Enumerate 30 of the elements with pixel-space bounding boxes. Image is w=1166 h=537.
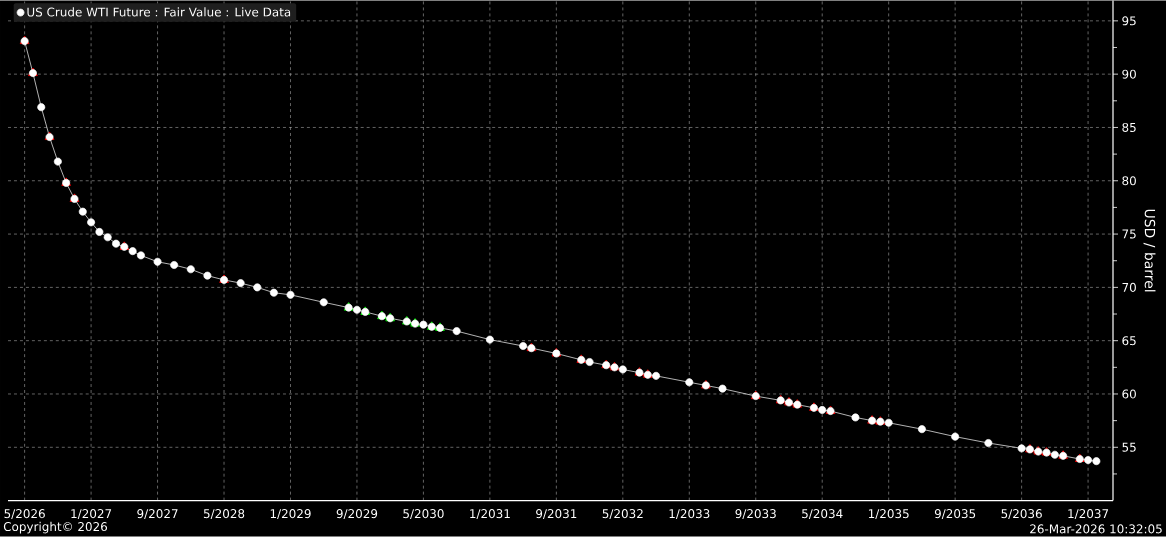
x-tick-label: 5/2030 [403, 509, 444, 520]
x-tick-label: 5/2036 [1001, 509, 1042, 520]
x-tick-label: 5/2028 [203, 509, 245, 520]
y-tick-label: 95 [1122, 16, 1136, 26]
text: 26-Mar-2026 10:32:05 [1030, 524, 1162, 534]
y-tick-label: 85 [1122, 123, 1136, 133]
y-tick-label: 55 [1122, 443, 1136, 452]
legend-label: US Crude WTI Future : Fair Value : Live Data [27, 7, 291, 17]
x-tick-label: 5/2026 [4, 509, 45, 520]
y-tick-label: 75 [1122, 229, 1136, 239]
y-tick-label: 60 [1122, 389, 1136, 399]
y-tick-label: 90 [1122, 69, 1136, 79]
x-tick-label: 1/2029 [270, 509, 311, 520]
x-tick-label: 1/2031 [470, 509, 510, 520]
x-tick-label: 1/2037 [1068, 509, 1109, 520]
x-tick-label: 1/2033 [669, 509, 710, 520]
x-tick-label: 9/2027 [137, 509, 178, 520]
x-tick-label: 9/2035 [934, 509, 976, 520]
x-tick-label: 1/2035 [868, 509, 909, 520]
y-tick-label: 80 [1122, 176, 1136, 186]
x-tick-label: 1/2027 [71, 509, 112, 520]
x-tick-label: 5/2032 [602, 509, 643, 520]
x-tick-label: 5/2034 [802, 509, 843, 520]
text: Copyright© 2026 [3, 522, 108, 534]
x-tick-label: 9/2033 [735, 509, 776, 520]
x-tick-label: 9/2029 [336, 509, 378, 520]
y-tick-label: 65 [1122, 336, 1136, 346]
x-tick-label: 9/2031 [536, 509, 577, 520]
y-axis-title: USD / barrel [1143, 209, 1156, 292]
y-tick-label: 70 [1122, 283, 1136, 293]
